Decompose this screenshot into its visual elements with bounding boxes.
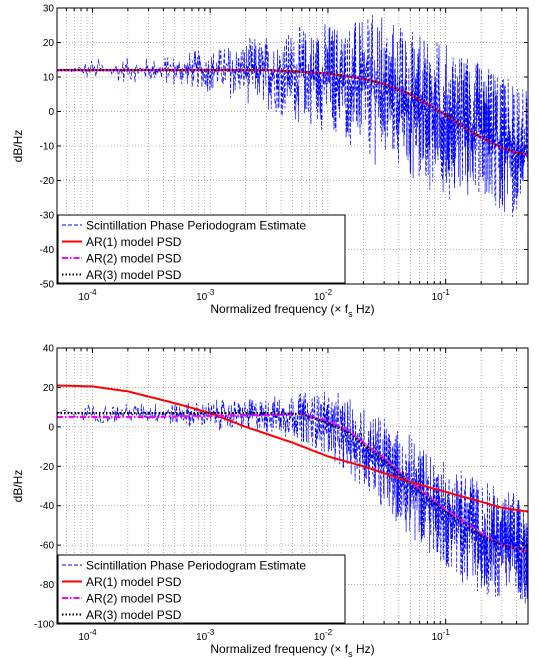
y-tick-label: 20 [43, 383, 55, 394]
series-group [57, 15, 528, 217]
x-tick-base: 10 [196, 632, 208, 643]
x-tick-exponent: -4 [89, 628, 97, 637]
legend-box [57, 554, 346, 624]
legend: Scintillation Phase Periodogram Estimate… [57, 554, 346, 624]
y-tick-label: 30 [43, 4, 55, 15]
x-tick-label: 10-2 [314, 628, 333, 643]
x-tick-exponent: -2 [325, 288, 333, 297]
x-tick-exponent: -1 [443, 288, 451, 297]
series-group [57, 384, 528, 604]
y-axis-label: dB/Hz [11, 470, 25, 503]
x-tick-base: 10 [432, 292, 444, 303]
x-tick-label: 10-4 [78, 628, 97, 643]
x-axis-label: Normalized frequency (× fs Hz) [210, 302, 374, 319]
legend-label-1: Scintillation Phase Periodogram Estimate [86, 559, 306, 573]
x-tick-base: 10 [78, 632, 90, 643]
x-tick-base: 10 [314, 292, 326, 303]
x-tick-label: 10-2 [314, 288, 333, 303]
y-tick-label: -60 [40, 541, 55, 552]
series-line-2 [57, 384, 528, 513]
y-tick-label: -50 [40, 280, 55, 291]
y-tick-label: 10 [43, 73, 55, 84]
y-tick-label: 40 [43, 344, 55, 355]
legend-label-3: AR(2) model PSD [86, 252, 182, 266]
legend-label-1: Scintillation Phase Periodogram Estimate [86, 219, 306, 233]
x-axis-label-main: Normalized frequency (× f [210, 642, 348, 656]
x-axis-label-main: Normalized frequency (× f [210, 302, 348, 316]
legend-label-2: AR(1) model PSD [86, 575, 182, 589]
x-tick-label: 10-4 [78, 288, 97, 303]
y-tick-label: 0 [48, 422, 54, 433]
series-line-1 [57, 15, 528, 217]
x-tick-exponent: -3 [207, 628, 215, 637]
x-axis-label-tail: Hz) [353, 302, 375, 316]
y-tick-label: -10 [40, 142, 55, 153]
x-tick-exponent: -4 [89, 288, 97, 297]
x-axis-label-sub: s [348, 649, 353, 658]
legend: Scintillation Phase Periodogram Estimate… [57, 214, 346, 284]
series-line-1 [57, 391, 528, 604]
y-tick-label: -30 [40, 211, 55, 222]
y-tick-label: -20 [40, 462, 55, 473]
x-axis-label-tail: Hz) [353, 642, 375, 656]
y-tick-label: -100 [34, 620, 54, 631]
y-tick-label: -80 [40, 580, 55, 591]
x-tick-label: 10-1 [432, 288, 451, 303]
legend-label-2: AR(1) model PSD [86, 235, 182, 249]
x-tick-exponent: -2 [325, 628, 333, 637]
legend-label-3: AR(2) model PSD [86, 592, 182, 606]
legend-box [57, 214, 346, 284]
x-tick-base: 10 [196, 292, 208, 303]
x-tick-label: 10-3 [196, 288, 215, 303]
x-tick-base: 10 [432, 632, 444, 643]
x-tick-label: 10-3 [196, 628, 215, 643]
series-line-4 [57, 69, 528, 156]
x-tick-base: 10 [314, 632, 326, 643]
x-axis-label: Normalized frequency (× fs Hz) [210, 642, 374, 658]
legend-label-4: AR(3) model PSD [86, 608, 182, 622]
y-tick-label: 0 [48, 107, 54, 118]
y-axis-label: dB/Hz [11, 130, 25, 163]
x-tick-exponent: -3 [207, 288, 215, 297]
x-tick-exponent: -1 [443, 628, 451, 637]
y-tick-label: 20 [43, 38, 55, 49]
x-tick-label: 10-1 [432, 628, 451, 643]
x-tick-base: 10 [78, 292, 90, 303]
y-tick-label: -40 [40, 245, 55, 256]
y-tick-label: -20 [40, 176, 55, 187]
y-tick-label: -40 [40, 501, 55, 512]
series-line-4 [57, 412, 528, 553]
legend-label-4: AR(3) model PSD [86, 268, 182, 282]
x-axis-label-sub: s [348, 309, 353, 319]
